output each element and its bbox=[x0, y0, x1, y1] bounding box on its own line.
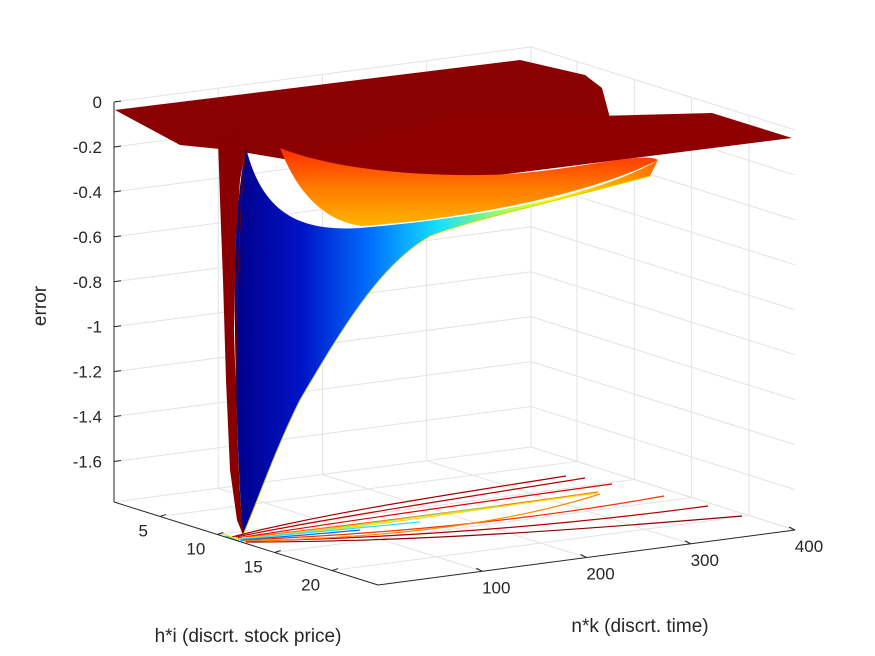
grid-line bbox=[530, 316, 796, 401]
x-tick-label: 20 bbox=[301, 576, 320, 595]
z-tick-mark bbox=[113, 145, 122, 148]
z-tick-label: -0.6 bbox=[73, 228, 102, 247]
grid-line bbox=[530, 361, 796, 446]
contour-line bbox=[243, 495, 665, 541]
surface-orange-band bbox=[280, 148, 658, 226]
z-tick-label: -1.2 bbox=[73, 363, 102, 382]
grid-line bbox=[530, 46, 796, 131]
z-tick-mark bbox=[113, 415, 122, 418]
y-tick-label: 200 bbox=[586, 565, 614, 584]
x-tick-mark bbox=[331, 568, 339, 572]
grid-line bbox=[426, 460, 691, 545]
y-tick-mark bbox=[684, 540, 691, 545]
z-tick-label: -0.2 bbox=[73, 138, 102, 157]
z-tick-mark bbox=[113, 100, 122, 103]
grid-line bbox=[530, 446, 796, 531]
z-tick-label: 0 bbox=[93, 93, 102, 112]
x-tick-mark bbox=[274, 550, 281, 553]
x-tick-label: 10 bbox=[186, 539, 205, 558]
contour-line bbox=[245, 515, 743, 543]
tick-labels: 0 -0.2 -0.4 -0.6 -0.8 -1 -1.2 -1.4 -1.6 5 10 15 20 10… bbox=[73, 93, 823, 597]
x-axis-label: h*i (discrt. stock price) bbox=[155, 626, 342, 647]
surface-left-edge bbox=[235, 147, 247, 536]
contour-line bbox=[239, 491, 599, 539]
grid-line bbox=[274, 497, 692, 554]
floor-contours bbox=[221, 475, 743, 543]
y-axis-label: n*k (discrt. time) bbox=[571, 616, 708, 637]
grid-line bbox=[530, 226, 796, 311]
contour-line bbox=[235, 477, 586, 538]
x-tick-label: 15 bbox=[244, 558, 263, 577]
grid-line bbox=[159, 460, 577, 517]
z-tick-mark bbox=[113, 325, 122, 328]
y-tick-mark bbox=[788, 526, 796, 531]
contour-line bbox=[241, 521, 421, 540]
surface-yellow-edge bbox=[242, 175, 651, 536]
contour-line bbox=[221, 533, 241, 541]
grid-line bbox=[217, 478, 635, 535]
contour-line bbox=[243, 493, 601, 542]
z-tick-label: -1.4 bbox=[73, 408, 102, 427]
surface-front-plateau bbox=[300, 113, 792, 190]
surface-cliff-wall bbox=[218, 132, 246, 535]
grid-line bbox=[332, 515, 750, 572]
grid-line bbox=[322, 474, 587, 558]
contour-line bbox=[231, 475, 567, 538]
x-tick-mark bbox=[217, 532, 224, 535]
y-tick-mark bbox=[476, 567, 483, 572]
y-tick-label: 100 bbox=[482, 578, 510, 597]
x-tick-mark bbox=[159, 513, 167, 517]
z-tick-mark bbox=[113, 280, 122, 283]
z-tick-mark bbox=[113, 235, 122, 238]
y-tick-label: 300 bbox=[691, 551, 719, 570]
z-tick-label: -0.4 bbox=[73, 183, 102, 202]
z-tick-mark bbox=[113, 460, 122, 463]
z-tick-label: -0.8 bbox=[73, 273, 102, 292]
grid-line bbox=[113, 446, 532, 503]
x-tick-label: 5 bbox=[138, 521, 147, 540]
z-axis-label: error bbox=[30, 285, 51, 326]
z-tick-mark bbox=[113, 190, 122, 193]
z-tick-label: -1 bbox=[87, 318, 102, 337]
contour-line bbox=[237, 483, 613, 539]
error-surface bbox=[115, 60, 792, 536]
z-tick-label: -1.6 bbox=[73, 453, 102, 472]
grid-line bbox=[530, 271, 796, 356]
axes-edges bbox=[113, 100, 796, 586]
y-tick-mark bbox=[580, 554, 587, 558]
y-tick-label: 400 bbox=[795, 537, 823, 556]
grid-line bbox=[530, 406, 796, 491]
x-axis-line bbox=[113, 501, 379, 586]
grid-line bbox=[218, 487, 483, 572]
surface-valley-face bbox=[234, 148, 658, 535]
z-tick-mark bbox=[113, 370, 122, 373]
